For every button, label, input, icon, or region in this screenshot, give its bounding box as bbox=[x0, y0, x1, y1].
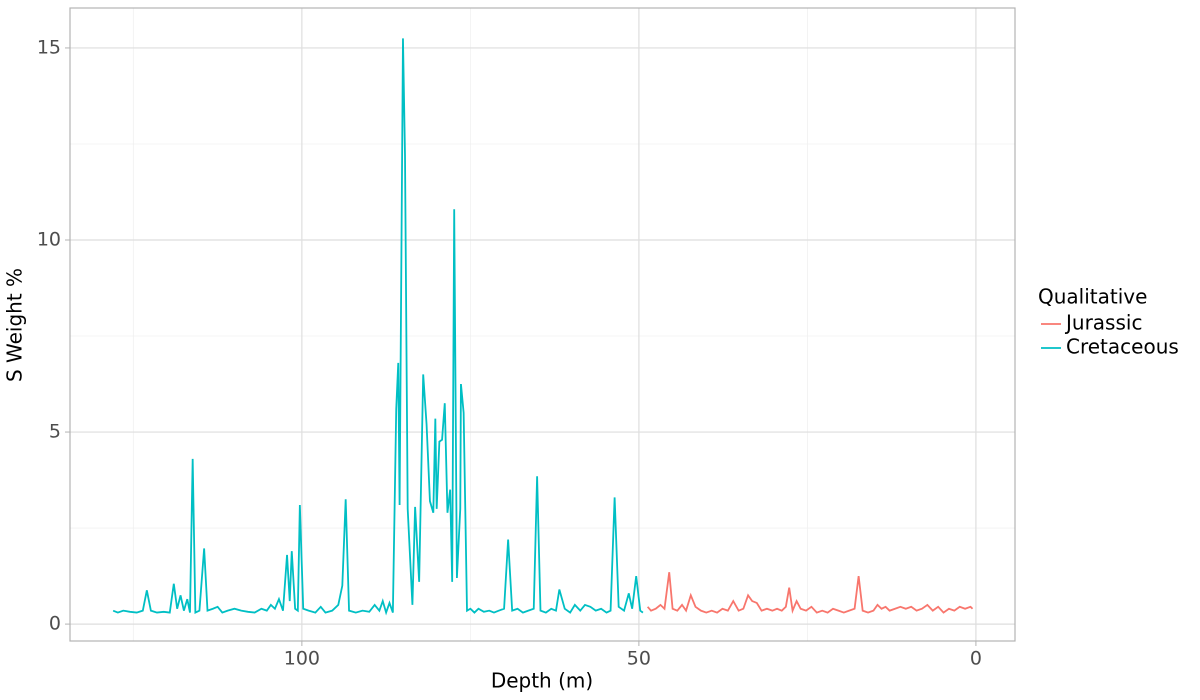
y-axis-label: S Weight % bbox=[3, 268, 27, 382]
legend-label: Jurassic bbox=[1064, 311, 1142, 335]
legend-label: Cretaceous bbox=[1066, 335, 1179, 359]
x-axis-label: Depth (m) bbox=[491, 669, 593, 693]
y-tick-label: 0 bbox=[49, 613, 61, 635]
y-tick-label: 5 bbox=[49, 421, 61, 443]
x-tick-label: 100 bbox=[284, 648, 320, 670]
y-tick-label: 10 bbox=[37, 228, 61, 250]
series-line bbox=[646, 572, 974, 614]
legend-title: Qualitative bbox=[1038, 285, 1147, 309]
y-tick-label: 15 bbox=[37, 36, 61, 58]
series-line bbox=[112, 38, 644, 616]
x-tick-label: 50 bbox=[627, 648, 651, 670]
panel-border bbox=[69, 7, 1016, 642]
x-tick-label: 0 bbox=[970, 648, 982, 670]
